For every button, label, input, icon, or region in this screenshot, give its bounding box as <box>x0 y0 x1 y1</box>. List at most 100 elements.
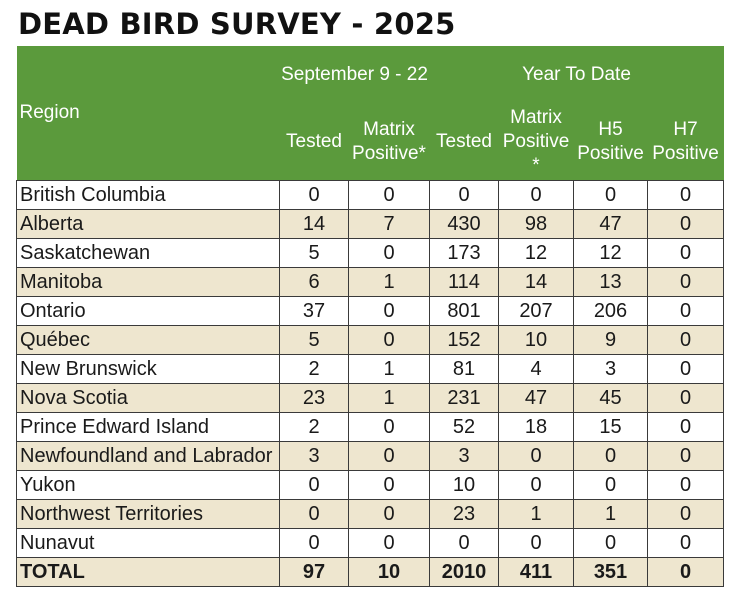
region-cell: Prince Edward Island <box>16 412 280 442</box>
period-tested-header: Tested <box>279 104 349 181</box>
period-matrix-header: Matrix Positive* <box>348 104 430 181</box>
matrix-cell: 0 <box>348 441 430 471</box>
region-cell: British Columbia <box>16 180 280 210</box>
h7-cell: 0 <box>647 209 724 239</box>
table-row: British Columbia 0 0 0 0 0 0 <box>16 180 724 210</box>
ytd-matrix-cell: 14 <box>498 267 574 297</box>
ytd-tested-cell: 10 <box>429 470 499 500</box>
table-row: Ontario 37 0 801 207 206 0 <box>16 296 724 326</box>
region-cell: Saskatchewan <box>16 238 280 268</box>
ytd-h7-header: H7 Positive <box>647 104 724 181</box>
ytd-tested-cell: 52 <box>429 412 499 442</box>
tested-cell: 0 <box>279 499 349 529</box>
h7-cell: 0 <box>647 412 724 442</box>
h7-cell: 0 <box>647 325 724 355</box>
ytd-matrix-cell: 10 <box>498 325 574 355</box>
tested-cell: 2 <box>279 354 349 384</box>
h7-cell: 0 <box>647 267 724 297</box>
h5-cell: 0 <box>573 528 648 558</box>
total-matrix: 10 <box>348 557 430 587</box>
matrix-cell: 1 <box>348 354 430 384</box>
ytd-tested-cell: 3 <box>429 441 499 471</box>
table-row: Alberta 14 7 430 98 47 0 <box>16 209 724 239</box>
ytd-tested-cell: 801 <box>429 296 499 326</box>
ytd-tested-cell: 23 <box>429 499 499 529</box>
ytd-matrix-cell: 0 <box>498 180 574 210</box>
tested-cell: 0 <box>279 180 349 210</box>
ytd-group-header: Year To Date <box>429 46 724 104</box>
total-label: TOTAL <box>16 557 280 587</box>
h5-cell: 0 <box>573 180 648 210</box>
ytd-matrix-cell: 98 <box>498 209 574 239</box>
h5-cell: 9 <box>573 325 648 355</box>
total-h7: 0 <box>647 557 724 587</box>
ytd-tested-cell: 114 <box>429 267 499 297</box>
total-ytd-tested: 2010 <box>429 557 499 587</box>
table-row: Prince Edward Island 2 0 52 18 15 0 <box>16 412 724 442</box>
ytd-tested-cell: 430 <box>429 209 499 239</box>
ytd-tested-cell: 173 <box>429 238 499 268</box>
region-cell: Québec <box>16 325 280 355</box>
table-row: Northwest Territories 0 0 23 1 1 0 <box>16 499 724 529</box>
total-ytd-matrix: 411 <box>498 557 574 587</box>
region-cell: Newfoundland and Labrador <box>16 441 280 471</box>
tested-cell: 37 <box>279 296 349 326</box>
table-row: New Brunswick 2 1 81 4 3 0 <box>16 354 724 384</box>
tested-cell: 2 <box>279 412 349 442</box>
tested-cell: 23 <box>279 383 349 413</box>
h5-cell: 15 <box>573 412 648 442</box>
table-row: Saskatchewan 5 0 173 12 12 0 <box>16 238 724 268</box>
period-group-header: September 9 - 22 <box>279 46 430 104</box>
matrix-cell: 1 <box>348 267 430 297</box>
region-cell: Manitoba <box>16 267 280 297</box>
region-cell: Yukon <box>16 470 280 500</box>
ytd-matrix-cell: 207 <box>498 296 574 326</box>
matrix-cell: 0 <box>348 470 430 500</box>
ytd-matrix-cell: 0 <box>498 528 574 558</box>
h7-cell: 0 <box>647 499 724 529</box>
region-cell: Nunavut <box>16 528 280 558</box>
ytd-tested-cell: 81 <box>429 354 499 384</box>
ytd-tested-cell: 0 <box>429 528 499 558</box>
tested-cell: 5 <box>279 238 349 268</box>
h5-cell: 0 <box>573 470 648 500</box>
h7-cell: 0 <box>647 528 724 558</box>
h7-cell: 0 <box>647 383 724 413</box>
region-cell: Northwest Territories <box>16 499 280 529</box>
region-cell: Nova Scotia <box>16 383 280 413</box>
ytd-tested-cell: 0 <box>429 180 499 210</box>
h7-cell: 0 <box>647 354 724 384</box>
h7-cell: 0 <box>647 238 724 268</box>
tested-cell: 14 <box>279 209 349 239</box>
total-h5: 351 <box>573 557 648 587</box>
h5-cell: 45 <box>573 383 648 413</box>
ytd-matrix-cell: 18 <box>498 412 574 442</box>
tested-cell: 0 <box>279 470 349 500</box>
table-row: Québec 5 0 152 10 9 0 <box>16 325 724 355</box>
h5-cell: 12 <box>573 238 648 268</box>
h5-cell: 1 <box>573 499 648 529</box>
region-cell: Ontario <box>16 296 280 326</box>
table-row: Yukon 0 0 10 0 0 0 <box>16 470 724 500</box>
matrix-cell: 0 <box>348 412 430 442</box>
ytd-matrix-cell: 47 <box>498 383 574 413</box>
table-row: Nunavut 0 0 0 0 0 0 <box>16 528 724 558</box>
tested-cell: 6 <box>279 267 349 297</box>
total-row: TOTAL 97 10 2010 411 351 0 <box>16 557 724 587</box>
ytd-matrix-cell: 12 <box>498 238 574 268</box>
h5-cell: 13 <box>573 267 648 297</box>
ytd-tested-cell: 231 <box>429 383 499 413</box>
ytd-matrix-cell: 0 <box>498 470 574 500</box>
tested-cell: 3 <box>279 441 349 471</box>
matrix-cell: 0 <box>348 296 430 326</box>
ytd-h5-header: H5 Positive <box>573 104 648 181</box>
h5-cell: 0 <box>573 441 648 471</box>
table-header: Region September 9 - 22 Year To Date Tes… <box>16 46 724 181</box>
h7-cell: 0 <box>647 296 724 326</box>
h7-cell: 0 <box>647 470 724 500</box>
ytd-matrix-cell: 0 <box>498 441 574 471</box>
matrix-cell: 0 <box>348 238 430 268</box>
ytd-matrix-cell: 1 <box>498 499 574 529</box>
page-title: DEAD BIRD SURVEY - 2025 <box>18 7 456 41</box>
h5-cell: 3 <box>573 354 648 384</box>
